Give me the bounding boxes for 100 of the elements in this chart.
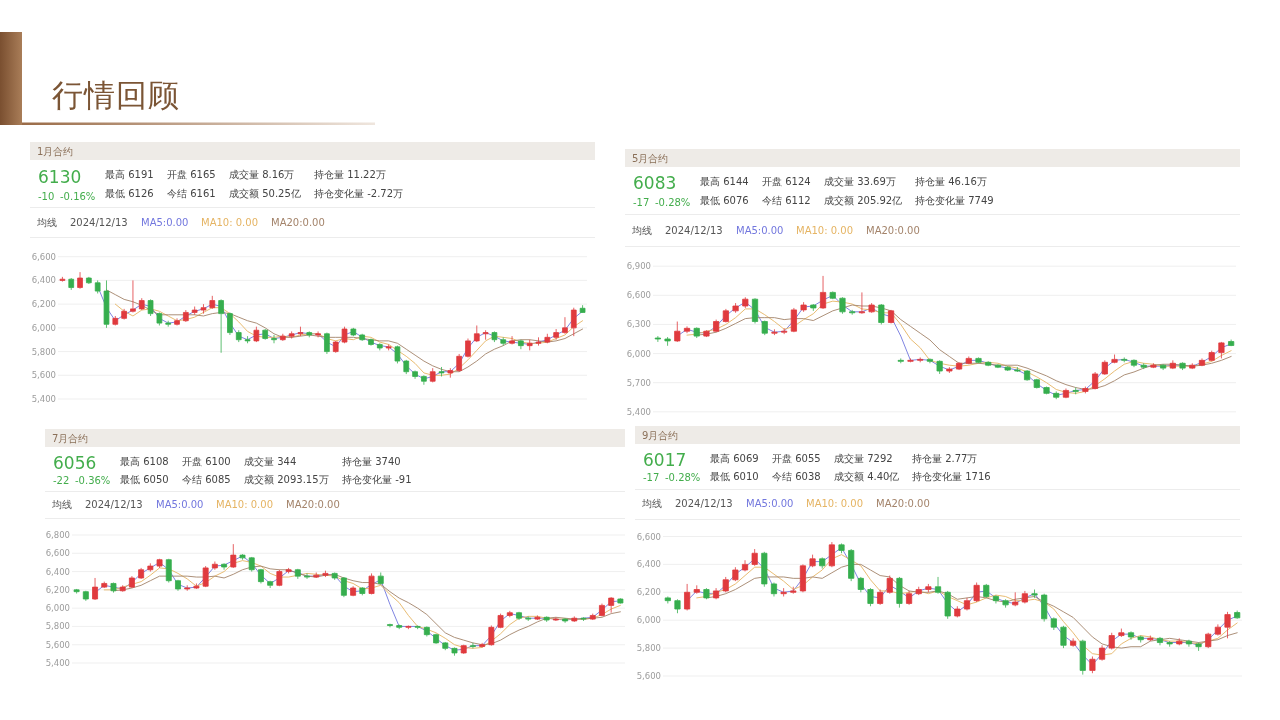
text: 均线 [632, 225, 652, 237]
candlestick [1185, 639, 1192, 648]
candlestick [1118, 628, 1125, 638]
text: -0.36% [75, 475, 111, 487]
candlestick [447, 367, 454, 379]
candlestick [703, 587, 710, 600]
y-tick-label: 5,700 [626, 377, 651, 388]
candlestick [262, 328, 269, 341]
text: MA20:0.00 [876, 498, 930, 510]
candlestick [1195, 642, 1202, 652]
candlestick [191, 306, 198, 316]
candlestick [1004, 365, 1011, 372]
candlestick [456, 353, 462, 373]
candlestick [693, 326, 700, 339]
text: 开盘 6124 [762, 176, 811, 188]
candlestick [1082, 386, 1089, 394]
candlestick [94, 280, 101, 294]
candlestick [985, 360, 992, 367]
candlestick [306, 331, 313, 338]
candlestick [944, 590, 951, 620]
candlestick [304, 573, 310, 580]
candlestick [165, 558, 172, 583]
candlestick [253, 326, 260, 343]
candlestick [465, 338, 471, 358]
candlestick [1176, 637, 1183, 646]
candlestick [1021, 590, 1028, 604]
candlestick [294, 568, 301, 580]
candlestick [218, 298, 224, 354]
candlestick [857, 576, 864, 593]
candlestick [954, 605, 961, 618]
candlestick [848, 548, 855, 582]
candlestick [809, 554, 816, 568]
candlestick [608, 596, 615, 614]
text: 最高 6069 [710, 453, 759, 465]
candlestick [68, 277, 75, 291]
candlestick [174, 317, 180, 326]
candlestick [839, 296, 846, 315]
candlestick [332, 340, 339, 354]
candlestick [350, 327, 357, 337]
text: 均线 [642, 498, 662, 510]
chart-title: 5月合约 [632, 152, 669, 165]
candlestick [211, 561, 218, 571]
candlestick [138, 567, 145, 580]
candlestick [165, 320, 172, 328]
candlestick [562, 617, 569, 624]
candlestick [322, 570, 329, 578]
line-series [114, 303, 584, 376]
candlestick [516, 611, 522, 621]
candlestick [451, 647, 458, 657]
candlestick [202, 565, 209, 588]
y-tick-label: 5,800 [636, 643, 661, 654]
candlestick [276, 569, 283, 587]
text: 成交量 33.69万 [824, 176, 896, 188]
candlestick [479, 642, 486, 648]
text: 2024/12/13 [675, 498, 733, 510]
candlestick [1218, 341, 1225, 359]
candlestick [1214, 623, 1221, 636]
text: 6056 [53, 453, 97, 474]
candlestick [732, 302, 739, 314]
candlestick [147, 562, 154, 572]
candlestick [790, 586, 797, 595]
candlestick [934, 576, 942, 595]
candlestick [497, 613, 504, 629]
candlestick [770, 582, 778, 597]
text: MA10: 0.00 [201, 217, 259, 229]
candlestick [886, 575, 893, 595]
candlestick [368, 573, 375, 595]
text: 最高 6108 [120, 456, 169, 468]
candlestick [849, 309, 856, 316]
text: 最低 6050 [120, 474, 169, 486]
candlestick [82, 590, 89, 602]
text: 2024/12/13 [665, 225, 723, 237]
candlestick [525, 615, 532, 622]
candlestick [183, 309, 189, 323]
candlestick [544, 333, 551, 344]
text: -0.28% [655, 197, 691, 209]
candlestick [1208, 350, 1215, 362]
candlestick [200, 303, 207, 315]
text: MA20:0.00 [866, 225, 920, 237]
chart-title: 1月合约 [37, 145, 74, 158]
candlestick [790, 307, 797, 333]
text: 今结 6161 [167, 188, 216, 200]
candlestick [491, 331, 498, 343]
candlestick [227, 312, 233, 336]
candlestick [713, 319, 720, 333]
text: 持仓变化量 -2.72万 [314, 188, 404, 200]
candlestick [674, 598, 681, 614]
candlestick [128, 575, 135, 589]
candlestick [110, 582, 117, 593]
candlestick [906, 590, 913, 606]
candlestick [1234, 610, 1241, 620]
candlestick [664, 596, 671, 604]
candlestick [1147, 635, 1154, 642]
text: MA5:0.00 [141, 217, 189, 229]
candlestick [761, 320, 768, 336]
candlestick [819, 557, 826, 569]
y-tick-label: 6,400 [31, 275, 56, 286]
candlestick [1050, 617, 1057, 631]
candlestick [92, 577, 98, 601]
y-tick-label: 6,300 [626, 319, 651, 330]
